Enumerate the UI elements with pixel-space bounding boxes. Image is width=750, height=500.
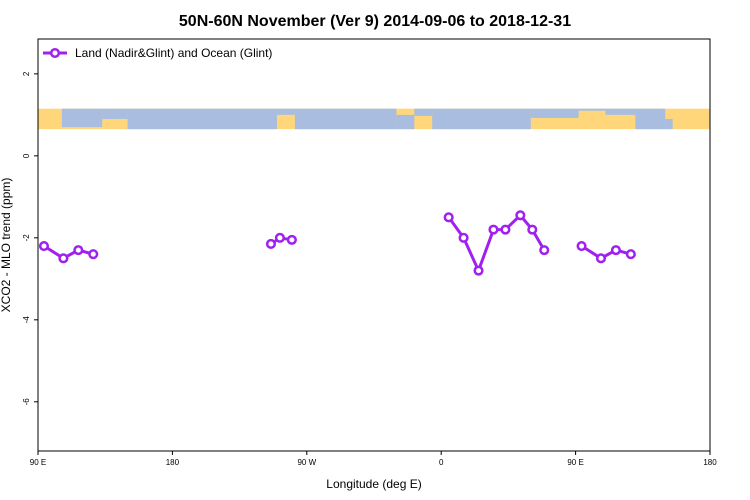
- data-point: [488, 224, 499, 235]
- legend-label: Land (Nadir&Glint) and Ocean (Glint): [75, 46, 272, 60]
- data-point: [473, 265, 484, 276]
- x-tick-label: 180: [166, 458, 180, 467]
- y-tick-label: -4: [22, 316, 31, 324]
- data-point: [515, 210, 526, 221]
- map-ocean-patch: [432, 108, 531, 130]
- plot-frame: [37, 38, 711, 452]
- map-ocean-patch: [61, 108, 103, 128]
- y-axis: 2 0 -2 -4 -6: [22, 71, 38, 405]
- x-axis-label: Longitude (deg E): [326, 477, 421, 491]
- data-point: [610, 245, 621, 256]
- y-tick-label: 2: [22, 71, 31, 76]
- legend: Land (Nadir&Glint) and Ocean (Glint): [43, 46, 272, 60]
- data-point: [265, 238, 277, 250]
- map-ocean-patch: [102, 108, 128, 119]
- data-point: [595, 253, 607, 264]
- data-point: [88, 249, 99, 260]
- data-point: [286, 234, 297, 245]
- map-ocean-patch: [294, 108, 397, 130]
- y-tick-label: -6: [22, 398, 31, 406]
- x-tick-label: 90 E: [567, 458, 583, 467]
- data-point: [458, 232, 469, 243]
- map-ocean-patch: [530, 108, 579, 118]
- data-point: [576, 240, 587, 252]
- map-ocean-patch: [396, 114, 415, 130]
- map-ocean-patch: [635, 108, 666, 130]
- x-tick-label: 90 W: [297, 458, 316, 467]
- data-point: [274, 232, 285, 243]
- y-tick-label: 0: [22, 153, 31, 158]
- data-point: [73, 245, 84, 256]
- map-ocean-patch: [578, 108, 606, 111]
- data-point: [527, 224, 538, 235]
- map-ocean-patch: [665, 118, 673, 130]
- map-ocean-patch: [605, 108, 636, 115]
- map-ocean-patch: [414, 108, 433, 116]
- x-tick-label: 0: [439, 458, 444, 467]
- world-map-band: [38, 108, 710, 130]
- map-ocean-patch: [276, 108, 295, 115]
- data-point: [443, 212, 454, 223]
- series-layer: [38, 210, 636, 276]
- y-axis-label: XCO2 - MLO trend (ppm): [0, 178, 13, 313]
- x-tick-label: 90 E: [30, 458, 46, 467]
- data-point: [625, 249, 636, 260]
- data-point: [58, 253, 69, 264]
- y-tick-label: -2: [22, 234, 31, 242]
- series-line-segment: [580, 244, 632, 260]
- data-point: [500, 224, 511, 235]
- x-tick-label: 180: [703, 458, 717, 467]
- series-line-segment: [447, 213, 546, 273]
- chart-title: 50N-60N November (Ver 9) 2014-09-06 to 2…: [179, 13, 571, 30]
- data-point: [539, 245, 550, 256]
- data-point: [38, 240, 50, 252]
- map-ocean-patch: [127, 108, 277, 130]
- legend-marker: [49, 47, 61, 59]
- x-axis: 90 E 180 90 W 0 90 E 180: [30, 451, 717, 467]
- series-line-segment: [43, 244, 94, 260]
